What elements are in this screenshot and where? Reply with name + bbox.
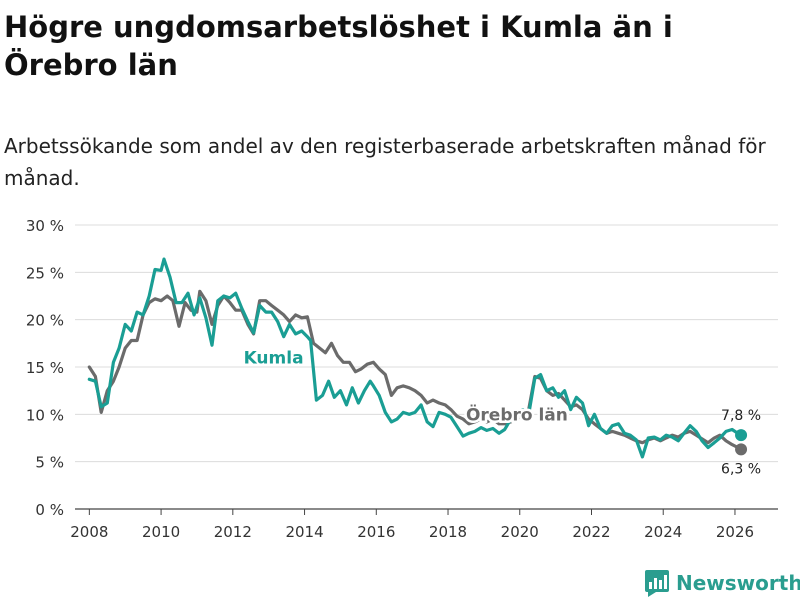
y-tick-label: 30 % (26, 217, 64, 235)
chart-subtitle: Arbetssökande som andel av den registerb… (4, 134, 766, 190)
end-point-kumla (735, 429, 748, 442)
x-tick-label: 2014 (285, 523, 323, 541)
y-tick-label: 20 % (26, 312, 64, 330)
series-label-orebro: Örebro län (466, 403, 568, 425)
newsworthy-logo[interactable]: Newsworthy (644, 566, 800, 600)
x-tick-label: 2008 (70, 523, 108, 541)
chart-title: Högre ungdomsarbetslöshet i Kumla än i Ö… (4, 10, 673, 82)
x-tick-label: 2020 (501, 523, 539, 541)
series-layer (87, 257, 748, 459)
series-line-kumla (87, 257, 743, 459)
y-tick-label: 10 % (26, 406, 64, 424)
end-label-kumla: 7,8 % (721, 408, 761, 424)
x-tick-label: 2016 (357, 523, 395, 541)
x-tick-label: 2026 (716, 523, 754, 541)
gridlines (75, 224, 778, 510)
series-label-kumla: Kumla (244, 349, 304, 369)
line-chart: 0 %5 %10 %15 %20 %25 %30 % 2008 2010 2012 2… (26, 217, 778, 541)
newsworthy-logo-text: Newsworthy (676, 571, 800, 595)
x-tick-label: 2012 (214, 523, 252, 541)
x-tick-label: 2018 (429, 523, 467, 541)
x-tick-label: 2010 (142, 523, 180, 541)
y-tick-label: 5 % (35, 454, 64, 472)
y-axis: 0 % 5 % 10 % 15 % 20 % 25 % 30 % (26, 217, 64, 519)
end-point-orebro (735, 443, 748, 456)
y-tick-label: 0 % (35, 501, 64, 519)
y-tick-label: 15 % (26, 359, 64, 377)
label-layer: Kumla Örebro län 7,8 % 6,3 % (241, 346, 761, 477)
end-label-orebro: 6,3 % (721, 461, 761, 477)
series-line-orebro (87, 289, 743, 451)
x-tick-label: 2024 (644, 523, 682, 541)
newsworthy-logo-icon (645, 570, 669, 597)
x-axis: 2008 2010 2012 2014 2016 2018 2020 2022 2024 2026 (70, 509, 754, 541)
y-tick-label: 25 % (26, 264, 64, 282)
x-tick-label: 2022 (572, 523, 610, 541)
